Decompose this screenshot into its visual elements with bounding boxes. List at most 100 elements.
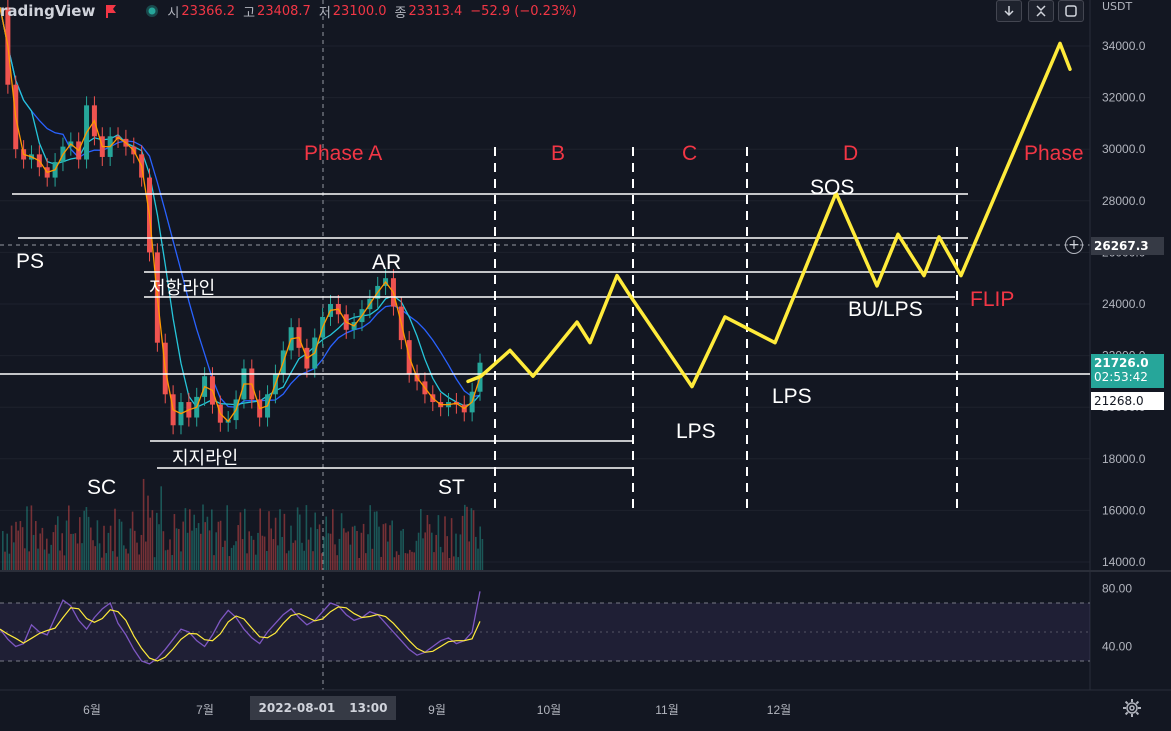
volume-bar xyxy=(228,556,231,570)
volume-bar xyxy=(204,522,206,570)
moving-average-fast xyxy=(0,7,481,423)
plus-icon: + xyxy=(1068,237,1080,253)
volume-bar xyxy=(358,557,360,570)
collapse-button[interactable] xyxy=(1028,0,1054,22)
volume-bar xyxy=(70,533,72,570)
time-tick-label: 6월 xyxy=(83,703,101,717)
change-value: −52.9 (−0.23%) xyxy=(470,3,577,19)
volume-bar xyxy=(380,556,382,570)
arrow-down-button[interactable] xyxy=(996,0,1022,22)
volume-bar xyxy=(131,511,134,570)
flip-label: FLIP xyxy=(970,288,1014,311)
volume-bar xyxy=(54,524,57,570)
fullscreen-button[interactable] xyxy=(1058,0,1084,22)
price-tick-label: 32000.0 xyxy=(1102,91,1146,105)
volume-bar xyxy=(389,525,391,570)
volume-bar xyxy=(433,552,435,570)
volume-bar xyxy=(30,505,33,570)
volume-bar xyxy=(431,532,433,570)
volume-bar xyxy=(332,509,334,570)
volume-bar xyxy=(226,505,228,570)
time-tick-label: 10월 xyxy=(537,703,561,717)
close-value: 23313.4 xyxy=(408,3,463,19)
volume-bar xyxy=(255,554,257,570)
volume-bar xyxy=(351,526,354,570)
rsi-tick-label: 40.00 xyxy=(1102,640,1132,654)
volume-bar xyxy=(142,478,145,570)
volume-bar xyxy=(37,548,39,570)
volume-bar xyxy=(167,549,169,570)
volume-bar xyxy=(285,553,288,570)
volume-bar xyxy=(65,520,68,570)
rsi-line xyxy=(0,591,481,665)
volume-bar xyxy=(129,528,132,570)
arrow-down-icon xyxy=(1004,6,1014,17)
gear-icon[interactable] xyxy=(1122,698,1142,718)
volume-bar xyxy=(244,508,246,570)
volume-bar xyxy=(162,531,165,570)
lps-label-1: LPS xyxy=(676,420,716,443)
volume-bar xyxy=(305,505,308,570)
volume-bar xyxy=(189,509,191,570)
volume-bar xyxy=(59,550,61,570)
volume-bar xyxy=(343,528,345,570)
volume-bar xyxy=(360,532,363,570)
phase-a-label: Phase A xyxy=(304,142,382,165)
volume-bar xyxy=(356,530,358,570)
volume-bar xyxy=(138,554,140,570)
volume-bar xyxy=(32,534,35,570)
volume-bar xyxy=(439,546,442,570)
rsi-ma-line xyxy=(0,606,481,662)
volume-bar xyxy=(72,533,74,570)
volume-bar xyxy=(398,554,400,570)
volume-bar xyxy=(197,523,200,570)
volume-bar xyxy=(147,495,149,570)
flag-icon[interactable] xyxy=(105,4,117,18)
volume-bar xyxy=(296,507,299,570)
volume-bar xyxy=(307,539,310,570)
volume-bar xyxy=(17,530,19,570)
fullscreen-icon xyxy=(1065,5,1077,17)
volume-bar xyxy=(325,516,327,570)
price-tick-label: 28000.0 xyxy=(1102,194,1146,208)
phase-b-label: B xyxy=(551,142,565,165)
volume-bar xyxy=(428,524,431,570)
app-logo[interactable]: radingView xyxy=(0,2,96,20)
volume-bar xyxy=(404,553,407,570)
volume-bar xyxy=(442,552,444,570)
volume-bar xyxy=(19,521,22,570)
volume-bar xyxy=(378,526,380,570)
add-alert-button[interactable]: + xyxy=(1065,236,1083,254)
rsi-axis[interactable]: 80.00 40.00 xyxy=(1102,582,1132,654)
currency-label[interactable]: USDT xyxy=(1102,0,1133,13)
volume-bar xyxy=(41,527,44,570)
volume-bar xyxy=(112,551,114,570)
volume-bar xyxy=(252,539,255,570)
volume-bar xyxy=(263,536,266,570)
volume-bar xyxy=(92,540,94,570)
volume-bar xyxy=(477,548,479,570)
volume-bar xyxy=(116,556,118,570)
volume-bar xyxy=(345,532,347,570)
crosshair-time-badge: 2022-08-01 13:00 xyxy=(250,696,396,720)
volume-bar xyxy=(448,557,451,570)
volume-bar xyxy=(387,541,389,570)
volume-bar xyxy=(354,525,356,570)
volume-bar xyxy=(329,533,332,570)
high-value: 23408.7 xyxy=(257,3,311,19)
volume-bar xyxy=(384,523,387,570)
volume-bar xyxy=(444,516,446,570)
volume-bar xyxy=(274,517,277,570)
volume-bar xyxy=(208,530,211,570)
volume-bar xyxy=(90,527,92,570)
volume-bar xyxy=(68,505,70,570)
time-axis[interactable]: 6월 7월 9월 10월 11월 12월 xyxy=(83,703,791,717)
volume-bar xyxy=(290,525,292,570)
time-tick-label: 12월 xyxy=(767,703,791,717)
resistance-label: 저항라인 xyxy=(149,278,215,298)
volume-bar xyxy=(246,553,248,570)
ps-label: PS xyxy=(16,250,44,273)
volume-bar xyxy=(81,543,83,570)
support-label: 지지라인 xyxy=(172,448,238,468)
